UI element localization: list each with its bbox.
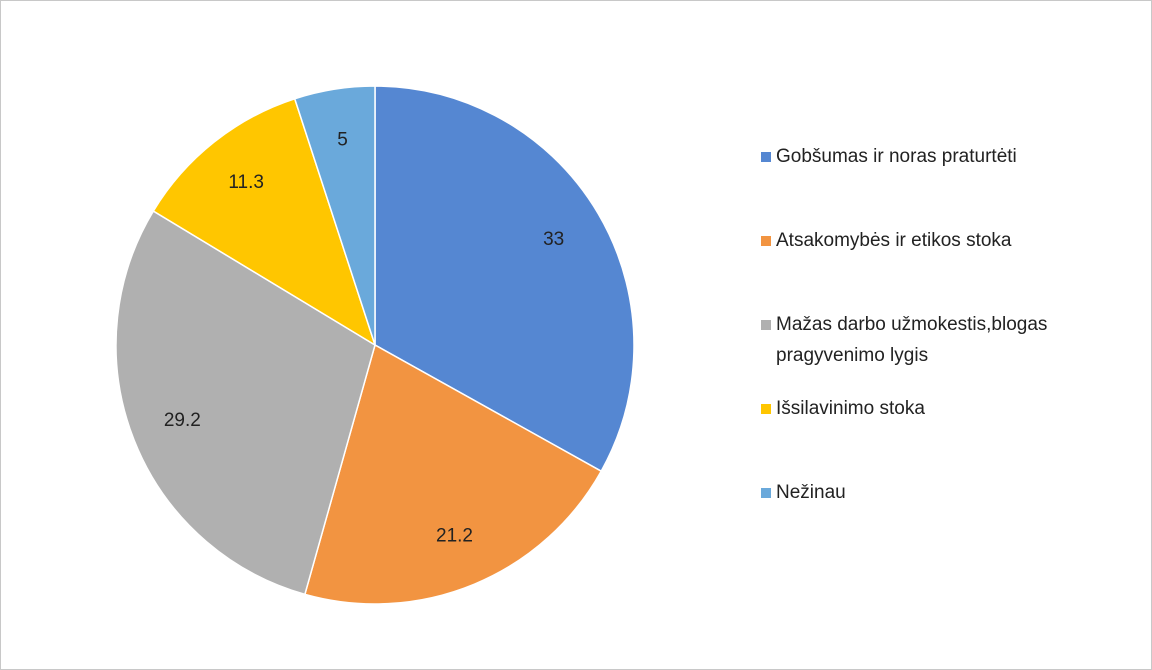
data-label: 11.3 xyxy=(228,172,264,193)
legend-item: Mažas darbo užmokestis,blogas pragyvenim… xyxy=(761,309,1131,393)
legend-label: Išsilavinimo stoka xyxy=(776,398,925,419)
legend-label: Atsakomybės ir etikos stoka xyxy=(776,230,1012,251)
data-label: 33 xyxy=(543,229,564,250)
pie-slice xyxy=(303,343,603,605)
pie-slice xyxy=(293,85,376,346)
data-label: 5 xyxy=(337,129,348,150)
pie-slice xyxy=(115,210,376,596)
legend-item: Nežinau xyxy=(761,477,1131,561)
legend: Gobšumas ir noras praturtėti Atsakomybės … xyxy=(761,141,1131,561)
data-label: 21.2 xyxy=(436,525,473,546)
legend-swatch xyxy=(761,152,771,162)
legend-label: Nežinau xyxy=(776,482,846,503)
pie-slice xyxy=(374,85,635,473)
legend-item: Atsakomybės ir etikos stoka xyxy=(761,225,1131,309)
legend-item: Gobšumas ir noras praturtėti xyxy=(761,141,1131,225)
legend-swatch xyxy=(761,320,771,330)
legend-swatch xyxy=(761,236,771,246)
legend-item: Išsilavinimo stoka xyxy=(761,393,1131,477)
legend-label: Mažas darbo užmokestis,blogas pragyvenim… xyxy=(776,314,1048,366)
pie-slice xyxy=(152,97,377,347)
legend-label: Gobšumas ir noras praturtėti xyxy=(776,146,1017,167)
legend-swatch xyxy=(761,404,771,414)
data-label: 29.2 xyxy=(164,410,201,431)
legend-swatch xyxy=(761,488,771,498)
